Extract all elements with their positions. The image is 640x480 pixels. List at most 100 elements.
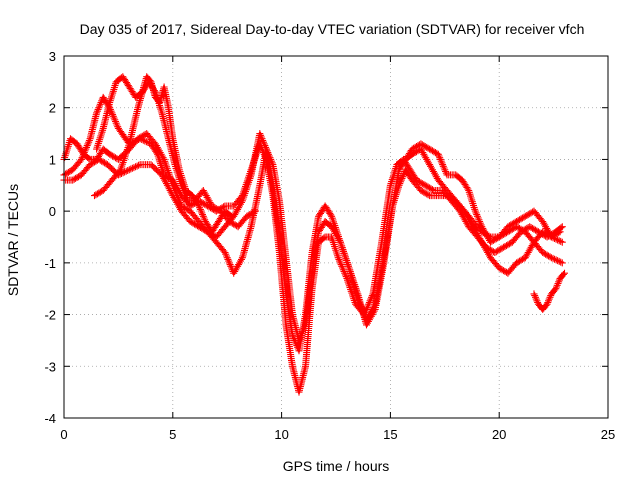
data-point: [215, 241, 217, 243]
data-point: [217, 220, 220, 223]
data-point: [187, 200, 189, 202]
data-point: [102, 189, 104, 192]
data-point: [405, 158, 407, 160]
data-point: [180, 210, 183, 212]
data-point: [172, 195, 174, 197]
data-point: [346, 277, 348, 279]
data-point: [437, 153, 439, 155]
data-point: [503, 246, 505, 248]
data-point: [83, 153, 85, 155]
data-point: [291, 314, 294, 316]
data-point: [550, 257, 553, 259]
data-point: [542, 220, 544, 223]
data-point: [298, 350, 300, 352]
data-point: [191, 195, 193, 197]
x-tick-label: 10: [274, 427, 288, 442]
data-point: [524, 215, 526, 217]
data-point: [265, 148, 267, 150]
data-point: [559, 277, 561, 279]
data-point: [420, 143, 422, 145]
data-point: [150, 164, 152, 166]
data-point: [324, 205, 326, 207]
data-point: [233, 272, 235, 274]
data-point: [374, 308, 376, 310]
data-point: [529, 226, 531, 228]
data-point: [398, 169, 400, 171]
data-point: [285, 324, 287, 326]
data-point: [331, 215, 333, 217]
y-tick-label: 1: [49, 152, 56, 167]
data-point: [398, 184, 400, 186]
data-point: [324, 220, 326, 223]
data-point: [137, 107, 139, 109]
data-point: [102, 127, 104, 129]
data-point: [150, 143, 152, 145]
data-point: [420, 189, 422, 192]
data-point: [542, 231, 544, 233]
data-point: [139, 164, 141, 166]
y-axis-label: SDTVAR / TECUs: [5, 184, 21, 296]
y-tick-label: -3: [44, 359, 56, 374]
series-track-e: [91, 73, 236, 236]
data-point: [224, 226, 226, 228]
data-point: [220, 210, 222, 212]
data-point: [167, 107, 169, 109]
data-point: [285, 293, 287, 295]
data-point: [429, 195, 431, 197]
data-point: [128, 143, 130, 145]
data-point: [494, 251, 496, 254]
data-point: [298, 391, 300, 393]
data-point: [304, 324, 307, 326]
data-point: [163, 158, 165, 160]
data-point: [318, 231, 320, 233]
data-point: [446, 195, 448, 197]
data-point: [550, 236, 553, 238]
data-point: [542, 308, 544, 310]
data-point: [72, 179, 74, 181]
data-point: [109, 153, 111, 155]
data-point: [146, 76, 148, 78]
data-point: [437, 179, 439, 181]
data-point: [455, 200, 457, 202]
data-point: [185, 189, 187, 192]
data-point: [437, 195, 439, 197]
data-point: [117, 158, 119, 160]
data-point: [250, 226, 252, 228]
data-point: [72, 169, 74, 171]
data-point: [415, 179, 418, 181]
data-point: [516, 226, 518, 228]
data-point: [122, 76, 124, 78]
series-track-g: [530, 269, 568, 313]
x-tick-label: 20: [492, 427, 506, 442]
data-point: [304, 365, 307, 367]
data-point: [298, 339, 300, 341]
data-point: [318, 215, 320, 217]
data-point: [555, 288, 557, 290]
data-point: [542, 251, 544, 254]
data-point: [80, 158, 82, 160]
data-point: [537, 303, 540, 305]
data-point: [254, 210, 257, 212]
data-point: [111, 179, 113, 181]
data-point: [355, 303, 357, 305]
data-point: [102, 96, 104, 98]
y-tick-label: -4: [44, 411, 56, 426]
data-point: [146, 133, 148, 135]
data-point: [481, 241, 483, 243]
data-point: [546, 303, 548, 305]
data-point: [516, 262, 518, 264]
data-point: [507, 226, 509, 228]
data-point: [291, 334, 294, 336]
data-point: [537, 231, 540, 233]
data-point: [189, 220, 191, 223]
data-point: [161, 174, 163, 176]
data-point: [117, 127, 119, 129]
data-point: [241, 200, 243, 202]
data-point: [533, 241, 535, 243]
data-point: [455, 174, 457, 176]
chart-title: Day 035 of 2017, Sidereal Day-to-day VTE…: [80, 21, 585, 37]
data-point: [561, 262, 563, 264]
data-point: [489, 241, 492, 243]
data-point: [524, 257, 526, 259]
data-point: [154, 96, 156, 98]
